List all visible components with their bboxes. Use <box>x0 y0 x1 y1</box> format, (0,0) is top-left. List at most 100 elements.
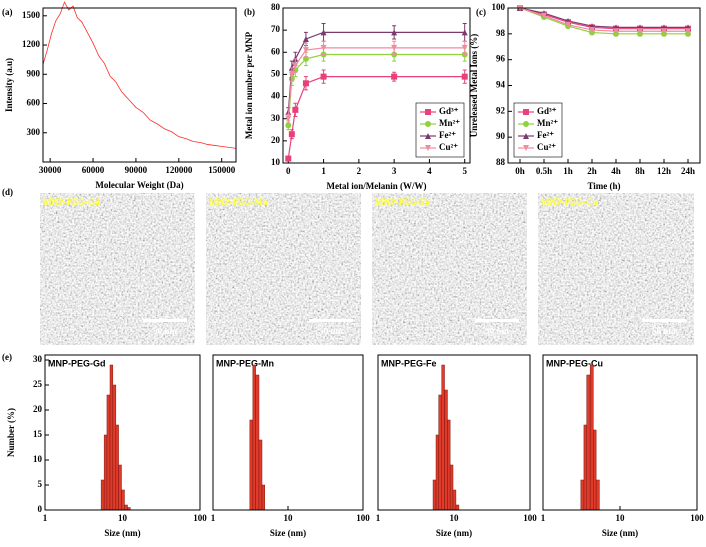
scale-label: 50 nm <box>652 326 676 336</box>
marker <box>288 71 295 78</box>
x-tick-label: 90000 <box>125 165 148 175</box>
marker <box>589 26 595 33</box>
bar <box>124 504 128 511</box>
x-axis-label: Time (h) <box>587 181 620 191</box>
legend-label: Gd³⁺ <box>439 106 459 116</box>
panel-label: (d) <box>2 187 13 197</box>
y-tick-label: 20 <box>33 404 43 414</box>
x-tick-label: 1h <box>563 166 573 176</box>
scale-label: 50 nm <box>153 326 177 336</box>
x-tick-label: 5 <box>462 166 467 176</box>
x-tick-label: 150000 <box>208 165 236 175</box>
marker <box>391 73 398 80</box>
bar <box>432 479 437 511</box>
tem-label: MNP-PEG-Gd <box>43 197 100 207</box>
marker <box>391 44 398 51</box>
marker <box>613 28 619 35</box>
bar <box>447 419 451 511</box>
marker <box>425 109 431 115</box>
bar <box>449 464 454 511</box>
legend-label: Cu²⁺ <box>439 142 458 152</box>
tem-image <box>206 193 361 345</box>
bar <box>452 489 457 511</box>
x-tick-label: 0 <box>286 166 291 176</box>
x-tick-label: 10 <box>616 513 626 523</box>
y-tick-label: 100 <box>492 2 506 12</box>
series-line <box>42 1 237 149</box>
plot-frame <box>44 354 201 511</box>
legend-label: Mn²⁺ <box>439 118 460 128</box>
marker <box>320 29 327 36</box>
scale-bar <box>143 319 187 322</box>
bar <box>444 389 448 511</box>
bar <box>580 479 585 511</box>
chart-title: MNP-PEG-Cu <box>546 358 603 368</box>
marker <box>523 133 529 139</box>
y-tick-label: 10 <box>33 454 43 464</box>
x-tick-label: 100 <box>690 513 704 523</box>
series-line <box>519 7 688 28</box>
marker <box>425 133 431 139</box>
marker <box>302 55 309 62</box>
bar <box>118 464 122 511</box>
tem-image <box>40 193 195 345</box>
x-axis-label: Size (nm) <box>602 528 638 538</box>
bar <box>121 489 125 511</box>
x-tick-label: 100 <box>523 513 537 523</box>
bar <box>100 479 105 511</box>
y-tick-label: 92 <box>496 105 506 115</box>
x-tick-label: 10 <box>118 513 128 523</box>
tem-label: MNP-PEG-Mn <box>209 197 268 207</box>
legend-label: Fe²⁺ <box>439 130 456 140</box>
marker <box>523 121 529 127</box>
marker <box>302 36 309 42</box>
marker <box>285 122 292 129</box>
x-tick-label: 1 <box>211 513 216 523</box>
y-axis-label: Number (%) <box>6 408 16 457</box>
x-tick-label: 60000 <box>82 165 105 175</box>
scale-bar <box>475 319 519 322</box>
marker <box>285 115 292 122</box>
x-axis-label: Metal ion/Melanin (W/W) <box>327 181 427 191</box>
x-tick-label: 8h <box>635 166 645 176</box>
marker <box>292 106 299 113</box>
bar <box>112 384 117 511</box>
legend-label: Fe²⁺ <box>537 130 554 140</box>
x-tick-label: 12h <box>657 166 671 176</box>
bar <box>586 374 591 511</box>
marker <box>565 21 571 28</box>
series-line <box>519 7 688 30</box>
scale-label: 50 nm <box>485 326 509 336</box>
x-tick-label: 3 <box>392 166 397 176</box>
marker <box>302 47 309 54</box>
marker <box>425 145 431 151</box>
series-line <box>519 7 688 35</box>
bar <box>583 424 588 511</box>
y-tick-label: 15 <box>33 429 43 439</box>
y-tick-label: 98 <box>496 28 506 38</box>
y-tick-label: 300 <box>27 127 41 137</box>
bar <box>455 504 460 511</box>
scale-bar <box>309 319 353 322</box>
y-tick-label: 94 <box>496 80 506 90</box>
x-tick-label: 4h <box>611 166 621 176</box>
x-axis-label: Size (nm) <box>436 528 472 538</box>
x-tick-label: 120000 <box>165 165 193 175</box>
marker <box>523 109 529 115</box>
y-tick-label: 88 <box>496 157 506 167</box>
plot-frame <box>212 354 364 511</box>
bar <box>115 424 119 511</box>
y-tick-label: 30 <box>271 113 281 123</box>
panel-label: (b) <box>244 7 255 17</box>
marker <box>288 131 295 138</box>
bar <box>593 429 597 511</box>
plot-frame <box>507 7 701 164</box>
x-tick-label: 10 <box>284 513 294 523</box>
x-tick-label: 0h <box>515 166 525 176</box>
y-tick-label: 60 <box>271 46 281 56</box>
bar <box>261 484 266 511</box>
marker <box>541 12 547 19</box>
y-tick-label: 600 <box>27 98 41 108</box>
tem-label: MNP-PEG-Cu <box>541 197 598 207</box>
